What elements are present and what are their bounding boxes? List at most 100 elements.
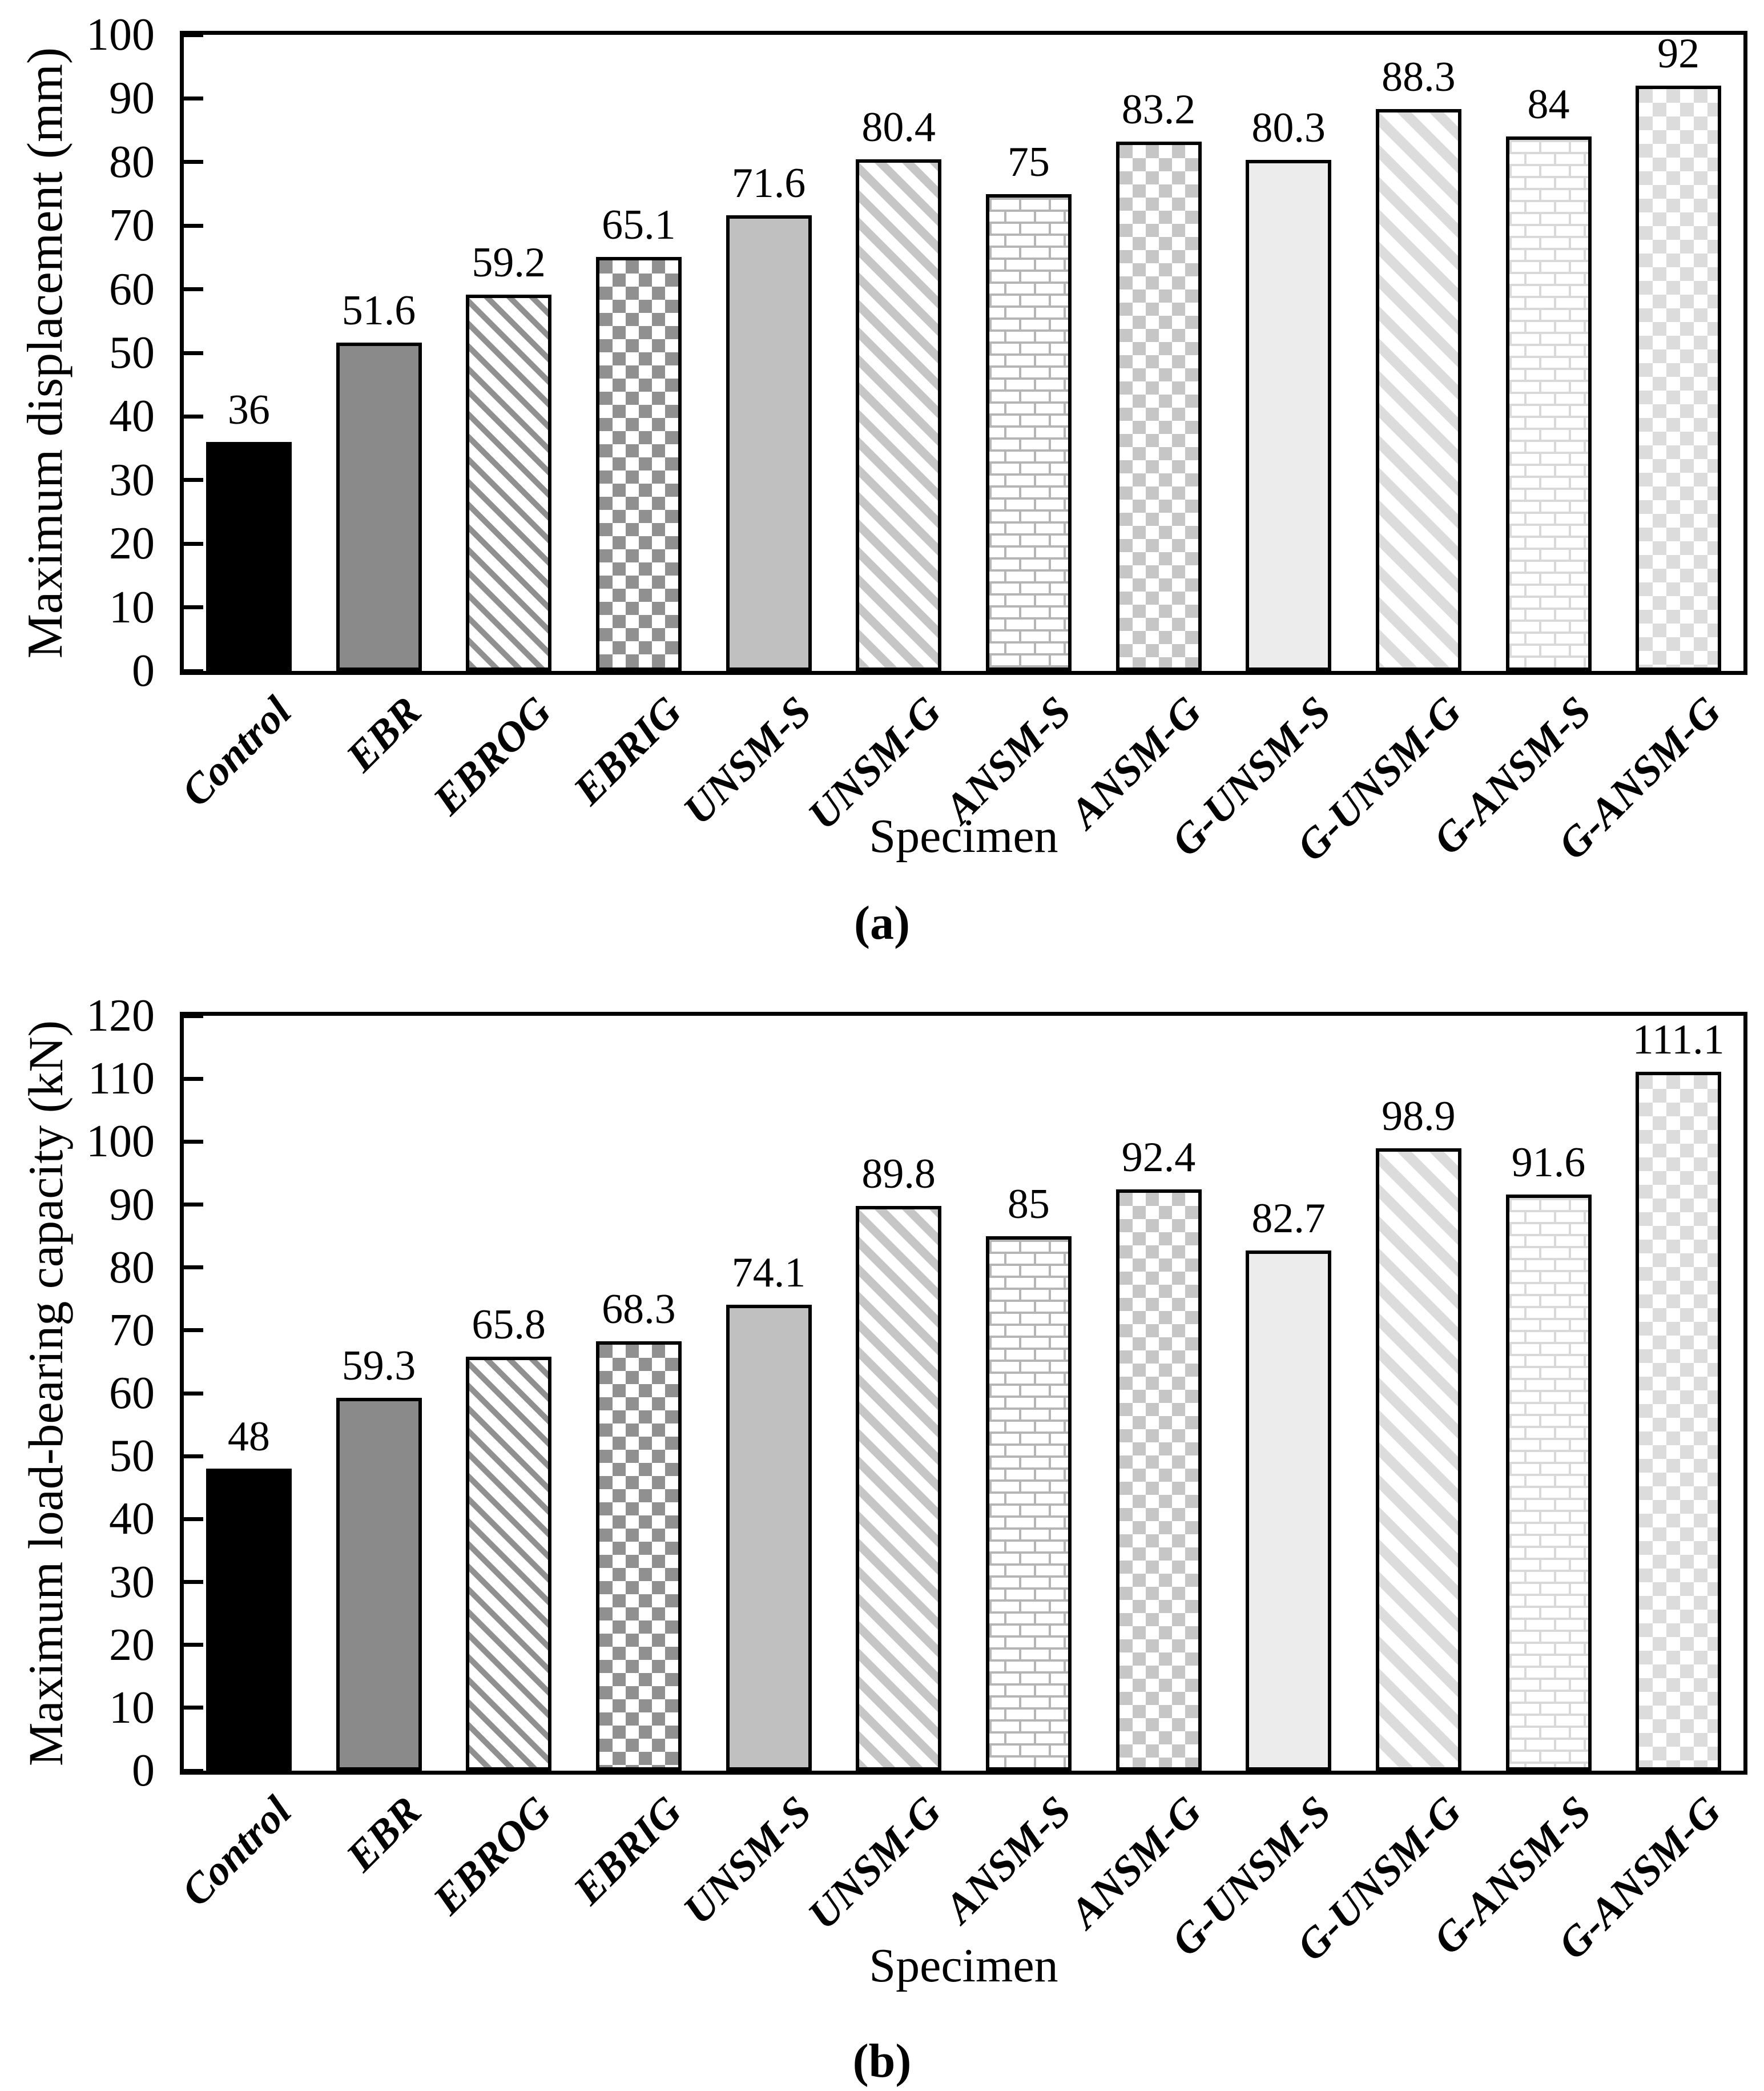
y-tick-label: 30	[109, 455, 155, 505]
bar-value-label: 80.4	[861, 104, 936, 151]
bar-EBRIG	[595, 256, 682, 671]
y-tick	[184, 1265, 203, 1270]
bar-value-label: 91.6	[1511, 1139, 1586, 1186]
y-tick-label: 90	[109, 73, 155, 124]
y-tick-label: 80	[109, 1242, 155, 1293]
bar-Control	[206, 1469, 292, 1771]
bar-ANSM-G	[1115, 1189, 1202, 1771]
bar-value-label: 88.3	[1382, 54, 1456, 101]
x-category-label-EBROG: EBROG	[424, 1787, 561, 1924]
x-category-label-EBR: EBR	[337, 687, 431, 781]
x-category-label-G-ANSM-S: G-ANSM-S	[1424, 687, 1601, 864]
x-category-label-UNSM-G: UNSM-G	[799, 687, 951, 839]
y-tick-label: 80	[109, 136, 155, 187]
y-tick	[184, 669, 203, 673]
bar-UNSM-S	[726, 215, 812, 671]
y-tick	[184, 414, 203, 419]
x-axis-title-a: Specimen	[869, 810, 1058, 863]
y-tick-label: 50	[109, 1431, 155, 1482]
bar-G-ANSM-G	[1636, 86, 1722, 671]
y-tick	[184, 1580, 203, 1584]
bar-ANSM-S	[985, 194, 1072, 671]
y-tick-label: 0	[132, 646, 155, 696]
bar-UNSM-S	[726, 1304, 812, 1771]
bar-value-label: 92.4	[1121, 1134, 1196, 1181]
x-category-label-EBRIG: EBRIG	[564, 687, 691, 814]
bar-value-label: 68.3	[602, 1285, 676, 1333]
y-tick	[184, 1643, 203, 1647]
bar-value-label: 36	[227, 386, 270, 433]
y-tick	[184, 478, 203, 482]
bar-value-label: 85	[1007, 1180, 1050, 1228]
y-tick	[184, 96, 203, 100]
x-category-label-ANSM-G: ANSM-G	[1061, 687, 1211, 838]
y-tick-label: 20	[109, 1619, 155, 1670]
y-tick	[184, 1391, 203, 1396]
x-category-label-EBROG: EBROG	[424, 687, 561, 824]
plot-area-b	[180, 1012, 1747, 1775]
y-tick-label: 40	[109, 1494, 155, 1545]
bar-G-ANSM-S	[1505, 136, 1592, 671]
y-tick	[184, 1014, 203, 1018]
y-tick-label: 10	[109, 582, 155, 633]
x-axis-title-b: Specimen	[869, 1939, 1058, 1992]
x-category-label-G-UNSM-S: G-UNSM-S	[1162, 687, 1340, 866]
bar-value-label: 59.3	[341, 1342, 416, 1389]
y-tick	[184, 1076, 203, 1081]
x-category-label-EBR: EBR	[337, 1787, 431, 1881]
y-tick	[184, 1768, 203, 1773]
y-tick	[184, 351, 203, 355]
y-tick	[184, 223, 203, 228]
bar-value-label: 83.2	[1121, 86, 1196, 134]
bar-value-label: 75	[1007, 138, 1050, 186]
y-tick-label: 90	[109, 1179, 155, 1230]
y-tick-label: 100	[86, 10, 155, 60]
y-tick-label: 110	[87, 1053, 155, 1104]
bar-G-ANSM-G	[1636, 1072, 1722, 1771]
x-category-label-UNSM-S: UNSM-S	[674, 687, 821, 834]
y-tick-label: 100	[86, 1116, 155, 1167]
y-tick	[184, 1454, 203, 1458]
bar-EBRIG	[595, 1341, 682, 1771]
bar-ANSM-G	[1115, 142, 1202, 671]
y-tick	[184, 33, 203, 37]
bar-value-label: 65.8	[472, 1301, 546, 1349]
bar-EBR	[336, 343, 422, 671]
x-category-label-UNSM-G: UNSM-G	[799, 1787, 951, 1939]
bar-G-UNSM-S	[1246, 160, 1332, 671]
bar-ANSM-S	[985, 1236, 1072, 1771]
y-tick-label: 70	[109, 1305, 155, 1356]
panel-caption-a: (a)	[854, 896, 910, 950]
y-tick-label: 30	[109, 1557, 155, 1607]
bar-value-label: 71.6	[731, 160, 806, 207]
bar-UNSM-G	[856, 1205, 942, 1771]
y-tick-label: 120	[86, 991, 155, 1041]
bar-value-label: 65.1	[602, 201, 676, 248]
y-axis-title-a: Maximum displacement (mm)	[18, 47, 73, 659]
bar-value-label: 59.2	[472, 239, 546, 286]
y-tick-label: 50	[109, 328, 155, 378]
x-category-label-ANSM-S: ANSM-S	[936, 1787, 1081, 1932]
bar-G-ANSM-S	[1505, 1194, 1592, 1771]
x-category-label-G-UNSM-G: G-UNSM-G	[1287, 687, 1471, 871]
x-category-label-ANSM-S: ANSM-S	[936, 687, 1081, 833]
y-tick-label: 40	[109, 391, 155, 442]
bar-UNSM-G	[856, 159, 942, 671]
y-tick-label: 60	[109, 264, 155, 315]
bar-EBROG	[466, 1357, 552, 1771]
bar-G-UNSM-S	[1246, 1250, 1332, 1771]
x-category-label-EBRIG: EBRIG	[564, 1787, 691, 1914]
bar-value-label: 111.1	[1632, 1016, 1725, 1064]
bar-value-label: 84	[1527, 81, 1570, 128]
x-category-label-G-ANSM-G: G-ANSM-G	[1549, 687, 1730, 869]
plot-area-a	[180, 31, 1747, 675]
y-tick	[184, 1517, 203, 1521]
panel-caption-b: (b)	[852, 2034, 912, 2088]
y-tick	[184, 541, 203, 546]
bar-Control	[206, 441, 292, 671]
bar-value-label: 89.8	[861, 1150, 936, 1197]
y-tick	[184, 1139, 203, 1144]
bar-value-label: 51.6	[341, 287, 416, 335]
